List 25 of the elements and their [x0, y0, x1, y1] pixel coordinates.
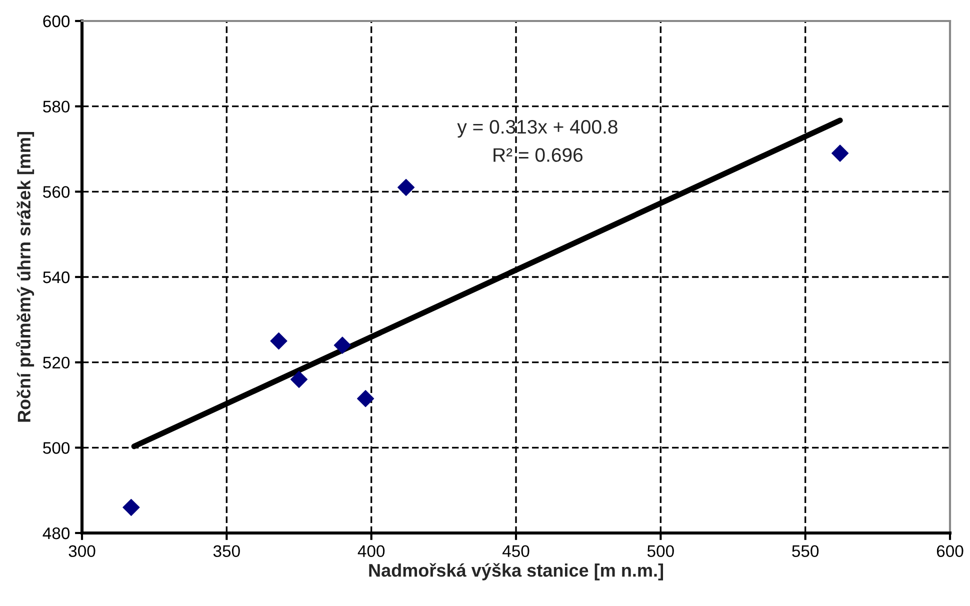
point [831, 144, 849, 162]
y-tick-label: 520 [43, 356, 70, 369]
point [290, 370, 308, 388]
x-tick-label: 300 [68, 545, 96, 558]
point [356, 390, 374, 408]
x-tick-label: 350 [213, 545, 240, 558]
point [270, 332, 288, 350]
x-tick-label: 550 [792, 545, 819, 558]
annotation: R² = 0.696 [494, 148, 583, 162]
y-tick-label: 480 [42, 527, 70, 540]
x-tick-label: 600 [936, 545, 964, 558]
point [122, 498, 140, 516]
x-tick-label: 500 [647, 545, 674, 558]
x-axis-title: Nadmořská výška stanice [m n.m.] [369, 563, 664, 580]
y-tick-label: 500 [43, 442, 70, 454]
y-tick-label: 560 [43, 186, 70, 198]
annotation: y = 0.313x + 400.8 [457, 120, 618, 138]
y-tick-label: 580 [43, 100, 70, 113]
y-tick-label: 600 [43, 15, 70, 28]
y-axis-title: Roční průměmý úhrn srážek [mm] [16, 132, 34, 422]
point [397, 178, 415, 196]
y-tick-label: 540 [43, 271, 70, 284]
point [334, 336, 351, 354]
x-tick-label: 450 [502, 545, 530, 558]
x-tick-label: 400 [358, 545, 385, 558]
